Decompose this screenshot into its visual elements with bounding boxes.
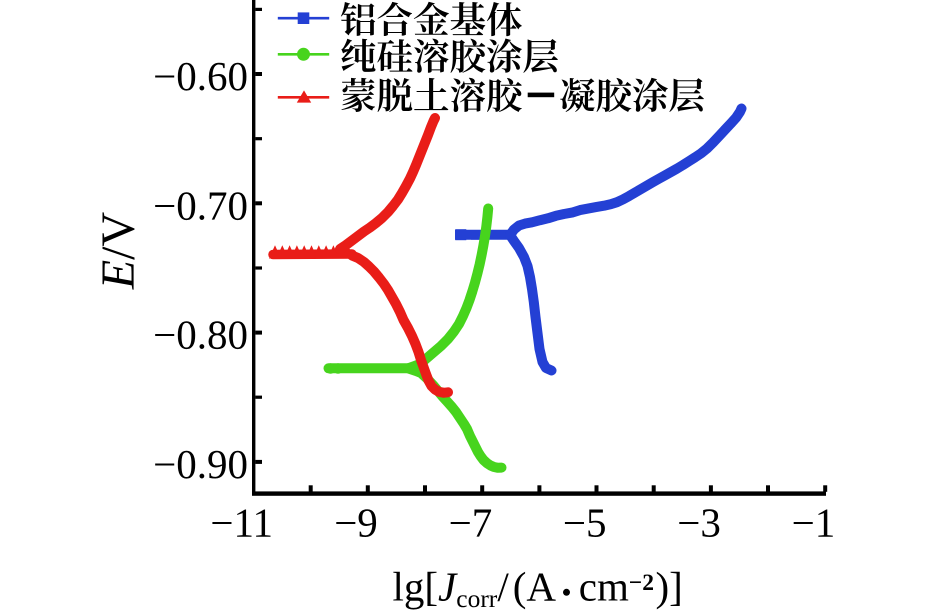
svg-text:−0.90: −0.90 <box>153 441 248 487</box>
svg-text:E/V: E/V <box>92 212 145 291</box>
svg-text:−11: −11 <box>210 500 273 546</box>
svg-text:−0.70: −0.70 <box>153 182 248 228</box>
svg-text:−3: −3 <box>677 500 721 546</box>
svg-text:−1: −1 <box>792 500 836 546</box>
svg-text:−5: −5 <box>563 500 607 546</box>
svg-text:−0.80: −0.80 <box>153 312 248 358</box>
svg-text:−7: −7 <box>449 500 493 546</box>
svg-text:lg[Jcorr/(Acm−2)]: lg[Jcorr/(A cm−2)] <box>393 564 683 614</box>
svg-text:−0.60: −0.60 <box>153 53 248 99</box>
svg-text:−9: −9 <box>334 500 378 546</box>
